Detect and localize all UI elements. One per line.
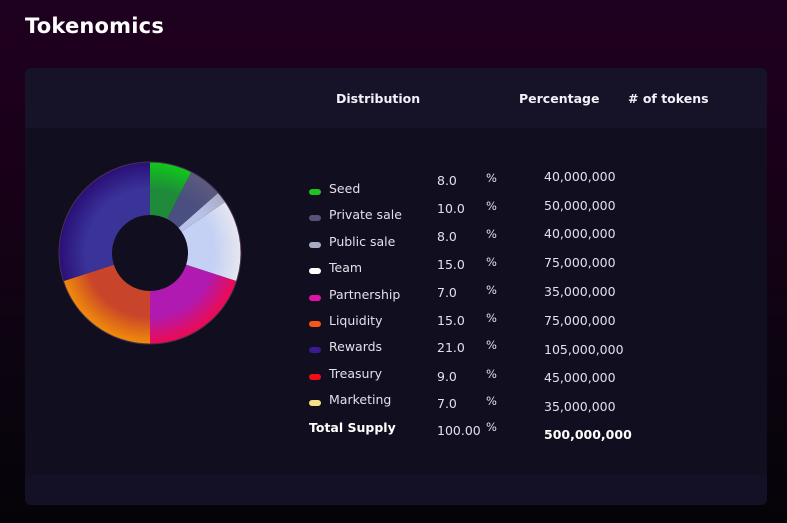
total-label: Total Supply	[309, 420, 396, 435]
row-percentage: 15.0	[437, 313, 465, 328]
legend-swatch	[309, 374, 321, 380]
row-tokens: 75,000,000	[544, 255, 616, 270]
row-tokens: 45,000,000	[544, 370, 616, 385]
donut-slice-public-sale	[178, 192, 226, 232]
row-tokens: 40,000,000	[544, 226, 616, 241]
header-percentage: Percentage	[519, 91, 600, 106]
donut-slice-seed	[150, 162, 192, 220]
percent-sign: %	[486, 227, 497, 241]
row-percentage: 21.0	[437, 340, 465, 355]
percent-sign: %	[486, 394, 497, 408]
donut-slice-liquidity	[63, 264, 150, 344]
total-tokens: 500,000,000	[544, 427, 632, 442]
legend-swatch	[309, 321, 321, 327]
donut-slice-rewards	[58, 162, 150, 282]
donut-slice-partnership	[150, 264, 237, 344]
row-tokens: 35,000,000	[544, 399, 616, 414]
row-label: Liquidity	[329, 313, 383, 328]
total-percentage: 100.00	[437, 423, 481, 438]
legend-swatch	[309, 295, 321, 301]
legend-swatch	[309, 189, 321, 195]
row-tokens: 40,000,000	[544, 169, 616, 184]
row-label: Partnership	[329, 287, 401, 302]
tokenomics-card: Distribution Percentage # of tokens Seed…	[25, 68, 767, 505]
row-label: Rewards	[329, 339, 383, 354]
row-tokens: 75,000,000	[544, 313, 616, 328]
legend-swatch	[309, 400, 321, 406]
row-label: Public sale	[329, 234, 396, 249]
donut-slice-private-sale	[167, 171, 219, 228]
row-percentage: 15.0	[437, 257, 465, 272]
percent-sign: %	[486, 311, 497, 325]
percent-sign: %	[486, 199, 497, 213]
legend-swatch	[309, 215, 321, 221]
row-label: Seed	[329, 181, 361, 196]
donut-slice-team	[181, 201, 241, 282]
header-tokens: # of tokens	[628, 91, 709, 106]
percent-sign: %	[486, 283, 497, 297]
row-label: Team	[329, 260, 363, 275]
page-title: Tokenomics	[25, 14, 165, 38]
row-percentage: 8.0	[437, 173, 457, 188]
header-distribution: Distribution	[336, 91, 421, 106]
percent-sign: %	[486, 338, 497, 352]
percent-sign: %	[486, 420, 497, 434]
row-label: Treasury	[329, 366, 382, 381]
row-percentage: 9.0	[437, 369, 457, 384]
row-tokens: 50,000,000	[544, 198, 616, 213]
percent-sign: %	[486, 367, 497, 381]
table-header-row: Distribution Percentage # of tokens	[25, 68, 767, 128]
card-footer	[25, 475, 767, 505]
row-percentage: 10.0	[437, 201, 465, 216]
donut-outline	[58, 161, 242, 345]
percent-sign: %	[486, 171, 497, 185]
row-percentage: 7.0	[437, 285, 457, 300]
donut-chart	[58, 161, 242, 345]
legend-swatch	[309, 268, 321, 274]
row-tokens: 35,000,000	[544, 284, 616, 299]
row-percentage: 8.0	[437, 229, 457, 244]
legend-swatch	[309, 242, 321, 248]
row-tokens: 105,000,000	[544, 342, 624, 357]
legend-swatch	[309, 347, 321, 353]
row-label: Marketing	[329, 392, 392, 407]
percent-sign: %	[486, 255, 497, 269]
row-label: Private sale	[329, 207, 402, 222]
row-percentage: 7.0	[437, 396, 457, 411]
